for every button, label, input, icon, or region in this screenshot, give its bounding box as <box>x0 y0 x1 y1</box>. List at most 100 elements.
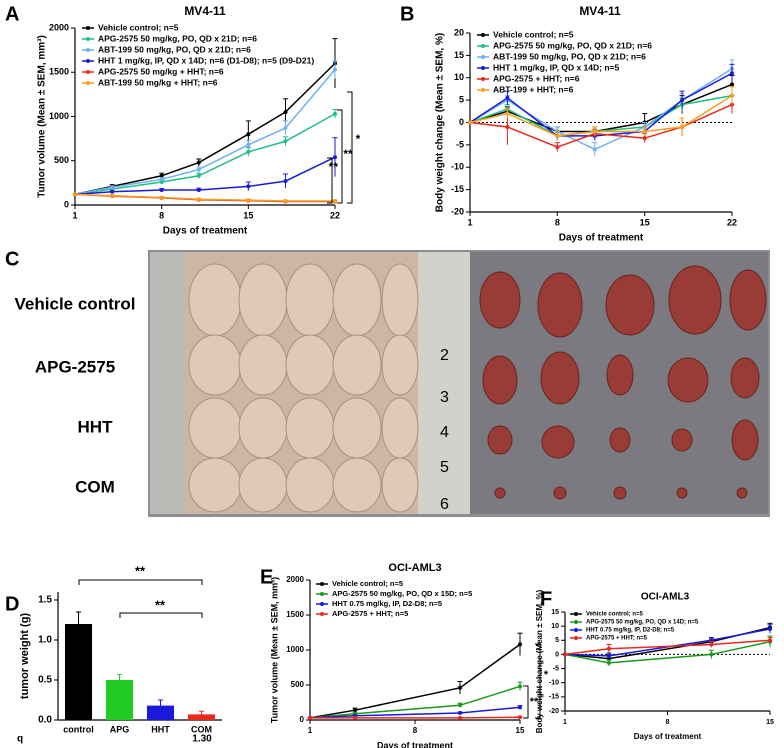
data-point <box>730 82 734 87</box>
data-point <box>518 642 522 647</box>
data-point <box>196 173 201 178</box>
x-tick-label: 8 <box>413 726 418 735</box>
data-point <box>555 133 560 138</box>
data-point <box>505 111 510 116</box>
photo: C Vehicle control APG-2575 HHT COM 2 3 4… <box>5 248 770 517</box>
y-tick-label: 20 <box>454 27 464 37</box>
data-point <box>592 147 597 152</box>
x-tick-label: COM <box>191 724 212 734</box>
legend-marker <box>320 612 324 616</box>
y-tick-label: 15 <box>454 50 464 60</box>
row-label: APG-2575 <box>35 357 115 376</box>
data-point <box>353 708 357 713</box>
annotation: ** <box>530 696 539 708</box>
series-line <box>564 639 771 656</box>
legend-marker <box>481 77 485 81</box>
series-line <box>309 643 521 719</box>
data-point <box>768 626 772 631</box>
ruler <box>150 252 184 514</box>
data-point <box>246 132 251 137</box>
y-tick-label: -5 <box>456 139 464 149</box>
data-point <box>283 126 288 131</box>
panel-e: E OCI-AML3 Tumor volume (Mean ± SEM, mm³) D… <box>260 562 549 748</box>
y-tick-label: -5 <box>553 665 559 672</box>
x-tick-label: 22 <box>330 210 340 220</box>
panel-letter: C <box>5 248 19 270</box>
legend-marker <box>320 602 324 606</box>
x-tick-label: 1 <box>308 726 313 735</box>
data-point <box>283 179 288 184</box>
legend-label: ABT-199 + HHT; n=6 <box>493 84 574 94</box>
series-line <box>309 706 521 719</box>
legend-label: APG-2575 50 mg/kg + HHT; n=6 <box>98 66 224 76</box>
ruler <box>418 252 470 514</box>
y-tick-label: 1.0 <box>38 635 52 646</box>
legend-marker <box>481 66 485 70</box>
legend-label: HHT 1 mg/kg, IP, QD x 14D; n=6 (D1-D8); … <box>98 55 314 65</box>
row-label: Vehicle control <box>15 294 136 313</box>
data-point <box>196 160 201 165</box>
legend-marker <box>86 48 90 52</box>
legend-label: ABT-199 50 mg/kg, PO, QD x 21D; n=6 <box>98 44 251 54</box>
data-point <box>680 98 685 103</box>
y-tick-label: 2000 <box>286 575 304 584</box>
y-tick-label: 1000 <box>286 645 304 654</box>
x-tick-label: 15 <box>640 217 650 227</box>
panel-b: B MV4-11 Body weight change (Mean ± SEM, %… <box>400 3 737 243</box>
data-point <box>73 192 77 197</box>
legend-label: APG-2575 50 mg/kg, PO, QD x 14D; n=5 <box>586 620 699 626</box>
data-point <box>333 67 337 72</box>
panel-letter: D <box>5 593 19 615</box>
legend-marker <box>481 55 485 59</box>
legend-marker <box>481 88 485 92</box>
y-tick-label: 1000 <box>49 111 69 121</box>
chart-title: MV4-11 <box>184 4 226 18</box>
y-tick-label: 500 <box>54 155 69 165</box>
significance-bracket <box>78 579 203 585</box>
y-tick-label: 500 <box>291 680 305 689</box>
legend-marker <box>86 70 90 74</box>
legend-label: Vehicle control; n=5 <box>98 22 179 32</box>
y-axis-label: Body weight change (Mean ± SEM, %) <box>435 33 446 212</box>
panel-letter: A <box>5 3 19 25</box>
data-point <box>246 149 251 154</box>
data-point <box>709 642 714 647</box>
x-tick-label: 8 <box>666 719 670 726</box>
legend-marker <box>574 628 578 632</box>
series-line <box>74 113 336 196</box>
data-point <box>518 684 522 689</box>
bar <box>64 624 93 720</box>
y-tick-label: 0 <box>300 715 305 724</box>
legend-marker <box>481 44 485 48</box>
data-point <box>159 187 164 192</box>
series-line <box>310 716 521 719</box>
data-point <box>709 652 714 657</box>
legend-marker <box>481 33 485 37</box>
data-point <box>283 199 288 204</box>
x-tick-label: 1 <box>467 217 472 227</box>
significance-bracket <box>327 157 333 204</box>
data-point <box>246 184 251 189</box>
y-tick-label: 5 <box>459 95 464 105</box>
y-tick-label: 1.5 <box>38 595 52 606</box>
data-point <box>283 110 288 115</box>
x-tick-label: 15 <box>516 726 525 735</box>
legend-label: ABT-199 50 mg/kg + HHT; n=6 <box>98 77 218 87</box>
data-point <box>110 189 115 194</box>
data-point <box>768 638 772 643</box>
data-point <box>159 195 164 200</box>
x-tick-label: 22 <box>727 217 737 227</box>
data-point <box>606 653 611 658</box>
x-tick-label: 1 <box>563 719 567 726</box>
annotation: ** <box>343 147 353 161</box>
legend-label: Vehicle control; n=5 <box>586 612 644 618</box>
y-tick-label: 15 <box>551 609 559 616</box>
ruler-label: 5 <box>440 459 449 476</box>
y-tick-label: -10 <box>549 680 559 687</box>
data-point <box>505 95 510 100</box>
panel-letter: F <box>540 588 552 610</box>
x-tick-label: 8 <box>555 217 560 227</box>
y-axis-label: Tumor volume (Mean ± SEM, mm³) <box>37 35 48 198</box>
ruler-label: 6 <box>440 496 449 513</box>
legend-label: Vehicle control; n=5 <box>493 29 574 39</box>
